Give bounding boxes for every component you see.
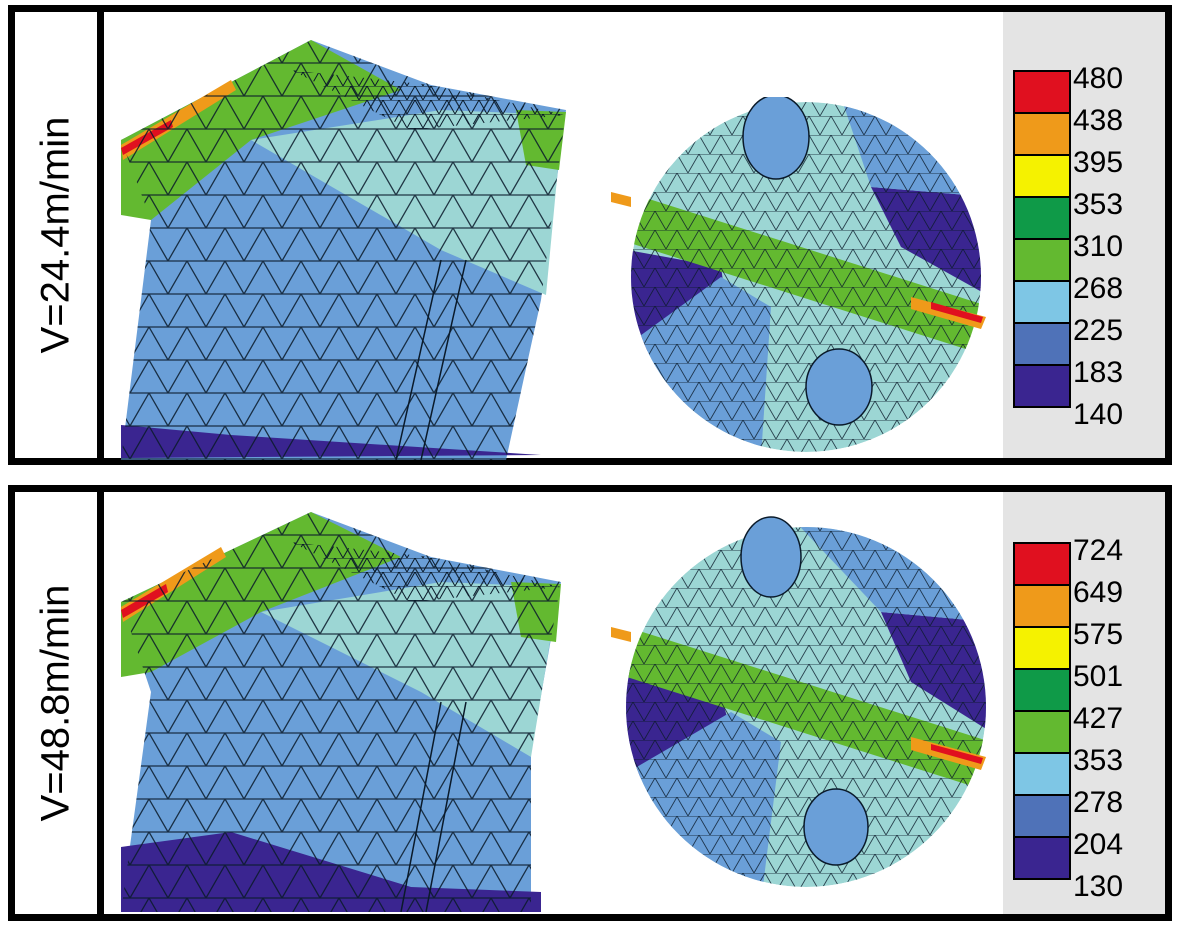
legend-background: 480 438 395 353 310 268 225 183 140 xyxy=(1003,12,1165,458)
drill-side-mesh xyxy=(121,512,561,912)
swatch-6 xyxy=(1013,752,1071,796)
swatch-5 xyxy=(1013,238,1071,282)
scale-tick: 204 xyxy=(1073,828,1124,861)
swatch-1 xyxy=(1013,70,1071,114)
scale-tick: 438 xyxy=(1073,104,1124,137)
panel-v24: V=24.4m/min xyxy=(8,5,1172,465)
swatch-3 xyxy=(1013,626,1071,670)
swatch-5 xyxy=(1013,710,1071,754)
scale-tick: 183 xyxy=(1073,356,1124,389)
swatch-4 xyxy=(1013,668,1071,712)
swatch-1 xyxy=(1013,542,1071,586)
drill-section-mesh xyxy=(611,516,986,887)
speed-label: V=24.4m/min xyxy=(33,116,78,354)
swatch-7 xyxy=(1013,322,1071,366)
label-column: V=24.4m/min xyxy=(15,12,104,458)
scale-tick: 130 xyxy=(1073,870,1124,903)
swatch-2 xyxy=(1013,112,1071,156)
scale-tick: 480 xyxy=(1073,62,1124,95)
swatch-4 xyxy=(1013,196,1071,240)
swatch-2 xyxy=(1013,584,1071,628)
swatch-8 xyxy=(1013,364,1071,408)
swatch-7 xyxy=(1013,794,1071,838)
scale-tick: 268 xyxy=(1073,272,1124,305)
drill-side-mesh xyxy=(121,40,566,460)
scale-tick: 353 xyxy=(1073,744,1124,777)
scale-tick: 310 xyxy=(1073,230,1124,263)
drill-section-mesh xyxy=(611,97,986,452)
scale-tick: 353 xyxy=(1073,188,1124,221)
scale-tick: 724 xyxy=(1073,534,1124,567)
swatch-3 xyxy=(1013,154,1071,198)
scale-tick: 501 xyxy=(1073,660,1124,693)
swatch-6 xyxy=(1013,280,1071,324)
scale-tick: 649 xyxy=(1073,576,1124,609)
label-column: V=48.8m/min xyxy=(15,492,104,914)
legend-background: 724 649 575 501 427 353 278 204 130 xyxy=(1003,492,1165,914)
scale-tick: 140 xyxy=(1073,398,1124,431)
scale-tick: 278 xyxy=(1073,786,1124,819)
scale-tick: 225 xyxy=(1073,314,1124,347)
panel-v48: V=48.8m/min xyxy=(8,485,1172,921)
swatch-8 xyxy=(1013,836,1071,880)
scale-tick: 575 xyxy=(1073,618,1124,651)
speed-label: V=48.8m/min xyxy=(33,584,78,822)
scale-tick: 427 xyxy=(1073,702,1124,735)
scale-tick: 395 xyxy=(1073,146,1124,179)
